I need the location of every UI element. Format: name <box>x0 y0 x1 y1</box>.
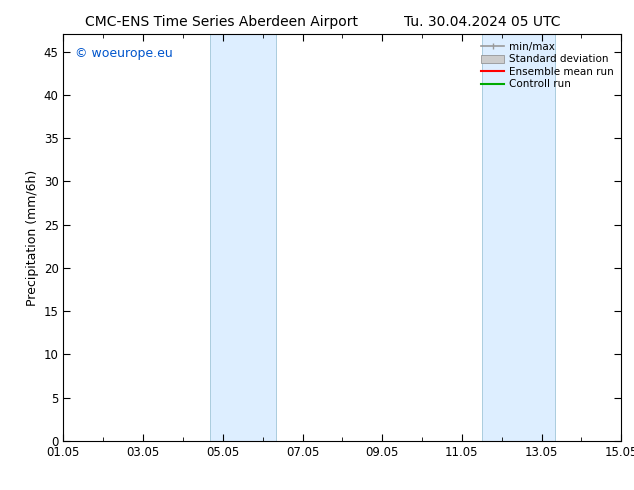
Text: Tu. 30.04.2024 05 UTC: Tu. 30.04.2024 05 UTC <box>404 15 560 29</box>
Legend: min/max, Standard deviation, Ensemble mean run, Controll run: min/max, Standard deviation, Ensemble me… <box>479 40 616 92</box>
Text: © woeurope.eu: © woeurope.eu <box>75 47 172 59</box>
Text: CMC-ENS Time Series Aberdeen Airport: CMC-ENS Time Series Aberdeen Airport <box>86 15 358 29</box>
Y-axis label: Precipitation (mm/6h): Precipitation (mm/6h) <box>27 170 39 306</box>
Bar <box>210 34 276 441</box>
Bar <box>482 34 555 441</box>
